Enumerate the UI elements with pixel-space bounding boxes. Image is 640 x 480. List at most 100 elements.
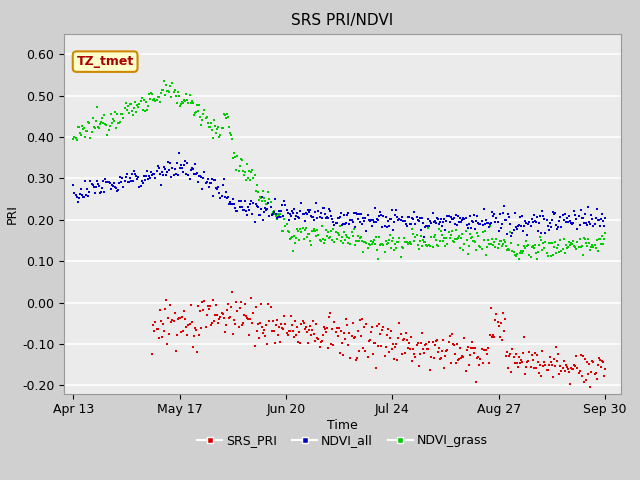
Point <box>144 91 154 98</box>
Point <box>232 153 243 160</box>
Point <box>341 315 351 323</box>
Point <box>407 214 417 221</box>
Point <box>174 149 184 157</box>
Point <box>390 211 401 219</box>
Point <box>146 168 156 176</box>
Point <box>93 180 103 188</box>
Point <box>421 340 431 348</box>
Point <box>261 201 271 208</box>
Point <box>260 332 270 340</box>
Point <box>272 316 282 324</box>
Point <box>588 357 598 364</box>
Point <box>429 231 440 239</box>
Point <box>420 238 430 245</box>
Point <box>262 205 273 213</box>
Point <box>485 222 495 230</box>
Point <box>596 215 606 222</box>
Point <box>147 350 157 358</box>
Point <box>546 252 556 260</box>
Point <box>293 338 303 346</box>
Point <box>400 239 410 246</box>
Point <box>314 214 324 221</box>
Point <box>258 329 268 337</box>
Point <box>282 220 292 228</box>
Point <box>330 228 340 236</box>
Point <box>425 366 435 373</box>
Point <box>362 244 372 252</box>
Point <box>192 348 202 356</box>
Point <box>410 350 420 358</box>
Point <box>189 170 199 178</box>
Point <box>301 210 312 217</box>
Point <box>563 365 573 372</box>
Point <box>378 326 388 334</box>
Point <box>559 357 569 364</box>
Point <box>428 218 438 226</box>
Point <box>575 221 585 228</box>
Point <box>365 328 376 336</box>
Point <box>573 370 584 377</box>
Point <box>565 241 575 249</box>
Point <box>589 220 600 228</box>
Point <box>484 223 494 231</box>
Point <box>497 220 507 228</box>
Point <box>309 216 319 224</box>
Point <box>335 349 345 357</box>
Point <box>243 315 253 323</box>
Point <box>540 215 550 223</box>
Point <box>349 226 359 233</box>
Point <box>92 103 102 111</box>
Point <box>250 171 260 179</box>
Point <box>524 220 534 228</box>
Point <box>231 299 241 306</box>
Point <box>418 219 428 227</box>
Point <box>385 334 395 341</box>
Point <box>288 209 298 217</box>
Point <box>282 331 292 338</box>
Point <box>232 307 243 314</box>
Point <box>102 131 113 139</box>
Point <box>261 206 271 214</box>
Point <box>171 92 181 100</box>
Point <box>282 329 292 337</box>
Point <box>186 301 196 309</box>
Point <box>285 234 296 242</box>
Point <box>457 230 467 238</box>
Point <box>562 244 572 252</box>
Point <box>156 318 166 325</box>
Point <box>205 123 215 131</box>
Point <box>149 96 159 103</box>
Point <box>266 210 276 218</box>
Point <box>237 168 248 175</box>
Point <box>438 238 448 245</box>
Point <box>163 87 173 95</box>
Point <box>359 323 369 330</box>
Point <box>588 243 598 251</box>
Point <box>294 215 305 222</box>
Point <box>280 320 291 328</box>
Point <box>272 216 282 223</box>
Point <box>431 214 442 222</box>
Point <box>152 325 163 333</box>
Point <box>556 362 566 370</box>
Point <box>333 215 343 222</box>
Point <box>445 231 456 239</box>
Point <box>124 109 134 117</box>
Point <box>284 228 294 236</box>
Point <box>591 215 601 222</box>
Point <box>465 351 475 359</box>
Point <box>517 358 527 366</box>
Point <box>321 226 331 234</box>
Point <box>525 253 536 261</box>
Point <box>353 232 363 240</box>
Point <box>428 243 438 251</box>
Point <box>461 347 472 354</box>
Point <box>447 330 457 337</box>
Point <box>508 248 518 255</box>
Point <box>157 168 167 176</box>
Point <box>597 210 607 218</box>
Point <box>319 239 329 247</box>
Point <box>199 168 209 176</box>
Point <box>532 213 542 220</box>
Point <box>168 171 179 179</box>
